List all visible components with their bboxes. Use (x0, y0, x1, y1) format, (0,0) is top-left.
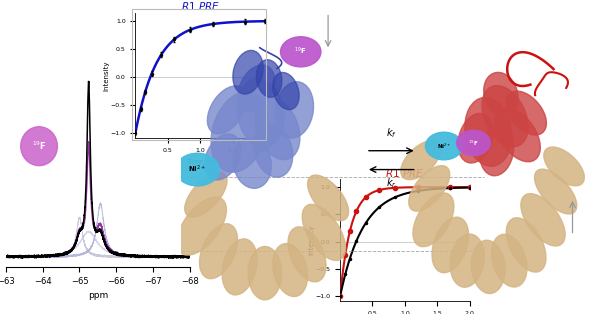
X-axis label: Time (s): Time (s) (186, 159, 214, 165)
Ellipse shape (465, 97, 512, 166)
X-axis label: ppm: ppm (88, 291, 108, 300)
Ellipse shape (199, 224, 238, 279)
Ellipse shape (256, 60, 282, 97)
Ellipse shape (413, 193, 454, 247)
Ellipse shape (506, 218, 546, 272)
Ellipse shape (288, 227, 326, 282)
Ellipse shape (495, 108, 541, 162)
Ellipse shape (207, 86, 247, 134)
Circle shape (20, 127, 57, 166)
Text: $^{19}$F: $^{19}$F (294, 46, 307, 57)
Ellipse shape (273, 73, 299, 110)
Ellipse shape (238, 65, 275, 111)
Ellipse shape (211, 91, 268, 172)
Ellipse shape (205, 134, 241, 180)
Ellipse shape (222, 239, 257, 295)
Ellipse shape (480, 126, 514, 176)
Ellipse shape (535, 169, 577, 214)
Circle shape (281, 37, 321, 67)
Text: $k_r$: $k_r$ (386, 176, 397, 190)
Circle shape (176, 153, 219, 186)
Ellipse shape (185, 172, 227, 217)
Circle shape (456, 130, 490, 155)
Ellipse shape (248, 246, 282, 300)
Ellipse shape (544, 147, 585, 186)
Ellipse shape (401, 141, 441, 180)
Ellipse shape (233, 51, 263, 94)
Ellipse shape (432, 217, 468, 273)
Text: Ni$^{2+}$: Ni$^{2+}$ (188, 164, 206, 175)
Y-axis label: Intensity: Intensity (308, 225, 314, 256)
Ellipse shape (492, 234, 527, 287)
Title: $\it{R1\ PRE}$: $\it{R1\ PRE}$ (181, 1, 220, 13)
Text: $k_f$: $k_f$ (386, 126, 397, 140)
Ellipse shape (177, 197, 226, 255)
Ellipse shape (255, 98, 300, 160)
Circle shape (426, 132, 462, 160)
Ellipse shape (275, 82, 314, 138)
Ellipse shape (521, 194, 565, 246)
Y-axis label: Intensity: Intensity (104, 60, 110, 91)
Ellipse shape (506, 91, 547, 135)
Ellipse shape (308, 175, 349, 221)
Text: $^{19}$F: $^{19}$F (32, 140, 46, 152)
Ellipse shape (273, 244, 308, 296)
Ellipse shape (450, 234, 484, 287)
Ellipse shape (237, 78, 284, 148)
Ellipse shape (483, 72, 518, 116)
Ellipse shape (254, 124, 293, 177)
Ellipse shape (482, 86, 528, 147)
Ellipse shape (233, 138, 272, 188)
Text: $^{19}$F: $^{19}$F (468, 138, 479, 148)
Text: Ni$^{2+}$: Ni$^{2+}$ (436, 141, 452, 151)
Title: $\it{R1\ PRE}$: $\it{R1\ PRE}$ (385, 167, 424, 179)
Ellipse shape (471, 240, 505, 294)
Ellipse shape (458, 113, 493, 163)
Ellipse shape (302, 204, 346, 260)
Ellipse shape (409, 165, 450, 211)
